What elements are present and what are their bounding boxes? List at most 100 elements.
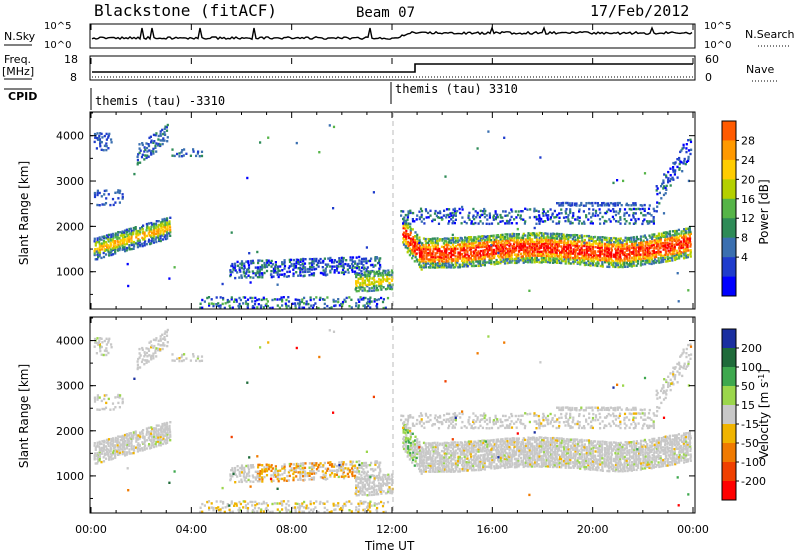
power-cell	[561, 247, 564, 250]
power-cell	[102, 149, 105, 152]
power-cell	[215, 304, 218, 307]
velocity-cell	[121, 444, 124, 447]
power-cell	[247, 268, 250, 271]
velocity-cell	[425, 451, 428, 455]
velocity-cell	[252, 466, 255, 469]
power-cell	[240, 260, 244, 263]
power-cell	[295, 262, 298, 265]
power-cell	[380, 296, 383, 300]
velocity-cell	[286, 474, 289, 478]
power-cell	[542, 208, 545, 211]
power-cell	[591, 222, 594, 225]
power-cell	[546, 210, 550, 213]
power-cell	[380, 282, 383, 285]
power-cell	[162, 226, 165, 229]
velocity-cell	[379, 470, 382, 473]
power-cell	[594, 250, 597, 253]
velocity-cell	[328, 463, 332, 467]
power-cell	[540, 256, 543, 260]
velocity-cell	[317, 466, 320, 469]
velocity-cell	[102, 456, 105, 459]
power-cell	[107, 240, 110, 243]
power-cell	[370, 286, 374, 290]
power-cell	[407, 234, 410, 238]
velocity-cell	[427, 448, 431, 451]
power-cell	[533, 246, 536, 249]
velocity-cell	[246, 507, 250, 510]
power-cell	[493, 261, 496, 264]
power-cell	[681, 147, 684, 150]
power-cell	[665, 176, 668, 179]
power-cell	[248, 270, 251, 274]
power-cell	[463, 265, 466, 268]
velocity-cell	[420, 454, 423, 457]
power-cell	[164, 237, 167, 241]
power-cell	[601, 265, 604, 268]
velocity-cell	[242, 506, 245, 509]
power-cell	[588, 239, 591, 242]
power-cell	[130, 241, 133, 245]
power-cell	[119, 189, 122, 192]
power-cell	[517, 210, 520, 213]
velocity-cell	[361, 470, 364, 474]
power-cell	[333, 269, 336, 272]
power-cell	[143, 231, 146, 234]
power-cell	[517, 250, 521, 254]
velocity-cell	[117, 448, 120, 451]
velocity-cell	[361, 483, 364, 487]
velocity-cell	[157, 339, 160, 343]
power-cell	[217, 302, 220, 305]
power-cell	[461, 216, 464, 219]
velocity-cell	[456, 441, 459, 444]
power-cell	[433, 218, 436, 221]
power-cell	[646, 220, 649, 223]
power-cell	[308, 306, 311, 310]
velocity-cell	[157, 347, 160, 350]
power-cell	[607, 247, 610, 250]
power-cell	[633, 242, 636, 245]
velocity-cell	[98, 457, 101, 460]
power-cell	[281, 263, 284, 266]
velocity-cell	[464, 461, 467, 464]
velocity-cell	[162, 430, 165, 433]
power-cell	[612, 253, 615, 256]
power-cell	[607, 259, 610, 262]
power-cell	[679, 150, 682, 154]
velocity-cell	[128, 452, 131, 455]
power-cell	[621, 245, 624, 248]
power-cell	[466, 240, 469, 243]
velocity-cell	[130, 436, 133, 439]
power-cell	[372, 284, 376, 288]
power-cell	[238, 296, 241, 300]
velocity-cell	[253, 507, 257, 510]
velocity-cell	[168, 428, 171, 432]
power-cell	[127, 284, 130, 288]
velocity-cell	[271, 502, 274, 506]
power-cell	[235, 300, 238, 303]
velocity-cell	[98, 440, 101, 444]
velocity-cell	[161, 422, 164, 426]
velocity-cell	[422, 468, 426, 471]
velocity-cell	[436, 453, 439, 457]
power-cell	[242, 302, 245, 305]
power-cell	[633, 254, 636, 257]
power-cell	[111, 232, 115, 236]
power-cell	[678, 245, 681, 248]
power-cell	[581, 222, 584, 225]
power-cell	[596, 261, 599, 264]
power-cell	[500, 241, 503, 245]
power-cell	[538, 246, 541, 249]
power-cell	[661, 182, 664, 186]
power-cell	[488, 255, 491, 258]
power-cell	[285, 306, 288, 309]
power-cell	[626, 238, 629, 241]
power-cell	[369, 259, 372, 263]
power-cell	[504, 233, 507, 236]
power-cell	[422, 266, 425, 269]
power-cell	[549, 234, 552, 237]
power-cell	[484, 236, 487, 239]
power-cell	[612, 261, 615, 264]
power-cell	[157, 234, 160, 237]
velocity-cell	[376, 461, 379, 464]
velocity-cell	[416, 464, 419, 467]
